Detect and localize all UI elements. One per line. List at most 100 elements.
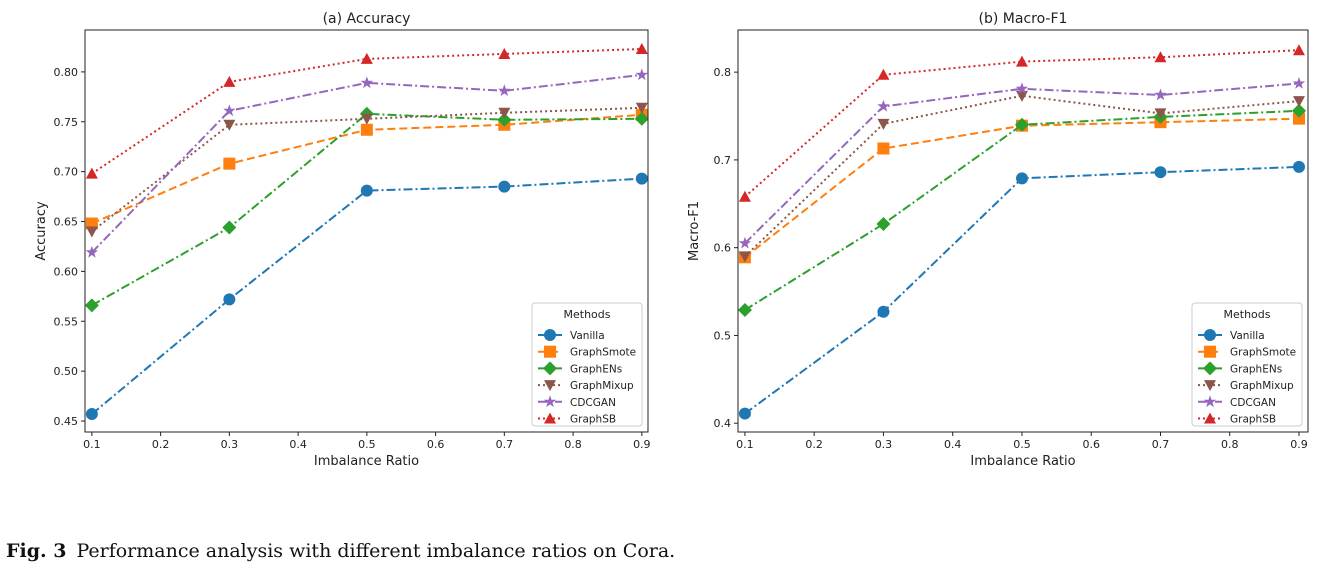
legend-box xyxy=(531,302,643,427)
legend-marker xyxy=(543,361,557,376)
series-line xyxy=(91,112,642,307)
legend-marker xyxy=(1203,395,1217,408)
x-tick-label: 0.4 xyxy=(289,438,307,451)
series-graphens xyxy=(84,106,649,313)
series-graphmixup xyxy=(85,102,648,238)
chart-accuracy: (a) Accuracy Imbalance Ratio Accuracy 0.1 0.… xyxy=(34,11,651,469)
legend-marker xyxy=(1204,345,1216,358)
data-point xyxy=(223,75,236,87)
legend-marker xyxy=(1204,412,1216,424)
series-line xyxy=(91,73,642,254)
legend-item: CDCGAN xyxy=(1198,395,1276,409)
data-point xyxy=(1154,88,1167,101)
legend-item: GraphMixup xyxy=(538,380,634,392)
data-point xyxy=(877,68,890,80)
legend-label: CDCGAN xyxy=(570,397,616,409)
caption-label: Fig. 3 xyxy=(6,540,67,562)
data-point xyxy=(1014,117,1029,132)
x-axis-label: Imbalance Ratio xyxy=(970,454,1075,469)
data-point xyxy=(85,167,98,179)
legend-marker xyxy=(544,345,556,358)
data-point xyxy=(1015,82,1029,95)
series-graphsmote xyxy=(738,112,1305,264)
series-line xyxy=(744,109,1300,311)
legend-label: GraphMixup xyxy=(1230,380,1294,392)
legend-item: GraphSB xyxy=(1198,412,1276,426)
x-tick-label: 0.2 xyxy=(152,438,170,451)
legend: Methods Vanilla GraphSmote GraphENs GraphMix… xyxy=(531,302,643,427)
legend-marker xyxy=(544,412,556,424)
data-point xyxy=(223,157,236,170)
legend-marker xyxy=(544,380,556,392)
x-tick-label: 0.9 xyxy=(633,438,651,451)
series-line xyxy=(91,48,642,175)
series-graphmixup xyxy=(738,90,1305,263)
y-tick-label: 0.8 xyxy=(714,66,732,79)
series-cdcgan xyxy=(738,77,1306,249)
x-tick-label: 0.9 xyxy=(1290,438,1308,451)
y-tick-label: 0.50 xyxy=(54,365,79,378)
data-point xyxy=(498,84,511,97)
legend-item: GraphSB xyxy=(538,412,616,426)
data-point xyxy=(738,407,751,420)
data-point xyxy=(738,236,752,249)
chart-title: (b) Macro-F1 xyxy=(979,11,1068,27)
data-point xyxy=(360,113,373,125)
data-point xyxy=(84,298,99,313)
x-tick-label: 0.8 xyxy=(564,438,582,451)
series-vanilla xyxy=(85,172,648,421)
legend-title: Methods xyxy=(1224,308,1271,321)
data-point xyxy=(877,118,890,130)
x-axis-label: Imbalance Ratio xyxy=(314,454,419,469)
x-tick-label: 0.6 xyxy=(1082,438,1100,451)
legend-marker xyxy=(1203,361,1217,376)
series-vanilla xyxy=(738,160,1305,420)
data-point xyxy=(85,408,98,421)
x-tick-label: 0.5 xyxy=(1013,438,1031,451)
y-tick-label: 0.60 xyxy=(54,265,79,278)
data-point xyxy=(876,216,891,231)
series-line xyxy=(744,82,1300,245)
y-tick-label: 0.65 xyxy=(54,216,79,229)
chart-macro-f1: (b) Macro-F1 Imbalance Ratio Macro-F1 0.1 0.… xyxy=(687,11,1309,469)
legend-label: GraphSB xyxy=(1230,414,1276,426)
caption-text: Performance analysis with different imba… xyxy=(76,540,676,562)
series-graphsmote xyxy=(85,108,648,230)
y-tick-label: 0.4 xyxy=(714,417,732,430)
legend-box xyxy=(1191,302,1303,427)
data-point xyxy=(360,52,373,64)
series-line xyxy=(91,177,642,415)
chart-title: (a) Accuracy xyxy=(323,11,411,27)
data-point xyxy=(738,251,751,263)
data-point xyxy=(635,172,648,185)
legend-label: GraphENs xyxy=(570,363,622,375)
x-tick-label: 0.3 xyxy=(875,438,893,451)
x-tick-label: 0.4 xyxy=(944,438,962,451)
data-point xyxy=(1015,90,1028,102)
legend-marker xyxy=(544,329,556,341)
data-point xyxy=(877,142,890,155)
legend-item: GraphSmote xyxy=(538,345,636,359)
data-point xyxy=(1154,108,1167,120)
data-point xyxy=(498,180,511,193)
data-point xyxy=(1292,44,1305,56)
x-tick-label: 0.1 xyxy=(736,438,754,451)
data-point xyxy=(360,76,373,89)
data-point xyxy=(635,68,648,81)
x-tick-label: 0.1 xyxy=(83,438,101,451)
legend-label: Vanilla xyxy=(1230,330,1265,342)
y-tick-label: 0.80 xyxy=(54,66,79,79)
series-line xyxy=(744,117,1300,259)
data-point xyxy=(222,220,237,235)
data-point xyxy=(1154,166,1167,179)
legend-label: Vanilla xyxy=(570,330,605,342)
series-graphsb xyxy=(738,44,1305,202)
y-tick-label: 0.75 xyxy=(54,116,79,129)
series-cdcgan xyxy=(85,68,648,258)
legend-item: GraphENs xyxy=(1198,361,1282,376)
data-point xyxy=(737,302,752,317)
legend-title: Methods xyxy=(564,308,611,321)
y-tick-label: 0.5 xyxy=(714,329,732,342)
data-point xyxy=(877,99,890,112)
data-point xyxy=(223,104,236,117)
